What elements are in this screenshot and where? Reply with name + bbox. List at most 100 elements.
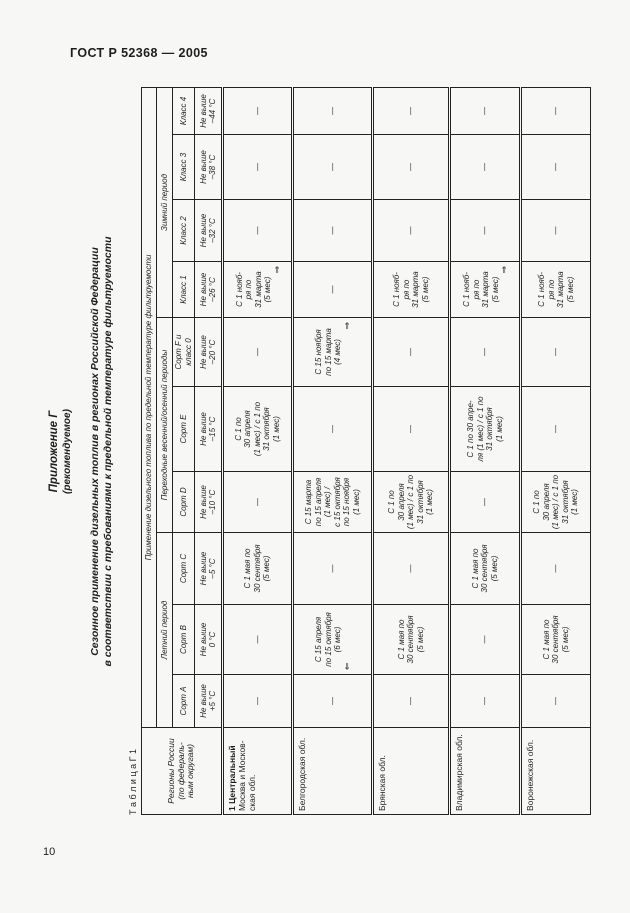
region-row: Воронежская обл. — С 1 мая по 30 сентября (5…: [520, 87, 591, 815]
cell-text: —: [328, 137, 338, 197]
text-line: 31 марта: [481, 271, 490, 308]
table-cell: —: [292, 674, 373, 728]
cell-text: —: [551, 320, 561, 384]
text-line: —: [327, 564, 337, 573]
cell-text: —: [253, 202, 263, 259]
table-cell: С 1 мая по 30 сентября (5 мес): [520, 604, 591, 675]
sort-header: Сорт F и класс 0: [172, 317, 195, 387]
text-line: (5 мес): [565, 276, 575, 303]
table-cell: —: [292, 199, 373, 262]
table-cell: С 1 по 30 апре-ля (1 мес) / с 1 по 31 окт…: [449, 386, 521, 472]
cell-text: —: [480, 320, 490, 384]
cell-text: —: [551, 202, 561, 259]
text-line: —: [327, 697, 337, 705]
table-cell: —: [449, 471, 521, 533]
text-line: С 15 апреля: [314, 616, 324, 663]
text-line: —: [406, 106, 416, 115]
table-cell: —: [292, 386, 373, 472]
sort-header: Сорт В: [172, 604, 195, 675]
text-line: —: [406, 348, 416, 356]
cell-text: —: [480, 607, 490, 672]
region-label-cell: Воронежская обл.: [520, 727, 591, 815]
cell-text: —: [328, 677, 338, 725]
text-line: ным округам): [185, 743, 196, 799]
cell-text: —: [406, 320, 416, 384]
text-line: —: [406, 564, 416, 573]
table-cell: —: [520, 532, 591, 605]
region-row: Белгородская обл. — С 15 апреля по 15 октяб…: [292, 87, 373, 815]
text-line: 0 °С: [208, 631, 217, 648]
text-line: (4 мес): [333, 339, 343, 365]
text-line: 30 сентября: [406, 615, 416, 664]
table-cell: —: [520, 317, 591, 387]
text-line: ря по: [471, 279, 481, 300]
text-line: –32 °С: [208, 218, 217, 243]
table-cell: С 1 по 30 апреля (1 мес) / с 1 по 31 октябр…: [372, 471, 450, 533]
text-line: —: [327, 106, 337, 115]
cell-text: С 1 по 30 апреля (1 мес) / с 1 по 31 октябр…: [387, 474, 435, 530]
table-cell: —: [222, 604, 293, 675]
table-cell: —: [449, 87, 521, 135]
text-line: (5 мес): [489, 555, 499, 582]
cell-text: —: [406, 389, 416, 469]
text-line: С 1 по: [387, 490, 397, 514]
text-line: —: [551, 106, 561, 115]
text-line: —: [480, 106, 490, 115]
text-line: по 15 ноября: [342, 477, 351, 527]
temp-limit-header: Не выше –38 °С: [194, 134, 223, 200]
text-line: С 1 нояб-: [462, 272, 471, 307]
text-line: (1 мес) / с 1 по: [252, 401, 262, 457]
text-line: Не выше: [198, 335, 208, 369]
text-line: (1 мес) /: [323, 486, 332, 518]
table-cell: С 1 нояб-ря по 31 марта (5 мес): [372, 261, 450, 318]
table-cell: —: [520, 674, 591, 728]
text-line: –44 °С: [208, 98, 217, 124]
table-cell: С 1 нояб-ря по 31 марта (5 мес) ⇒: [449, 261, 521, 318]
text-line: 30 апреля: [243, 410, 253, 448]
table-cell: С 1 нояб-ря по 31 марта (5 мес) ⇒: [222, 261, 293, 318]
cell-text: С 1 мая по 30 сентября (5 мес): [243, 535, 272, 602]
cell-text: С 1 по 30 апреля (1 мес) / с 1 по 31 октябр…: [532, 474, 580, 530]
corner-header: Регионы России (по федераль-ным округам): [141, 727, 223, 815]
cell-text: —: [253, 320, 263, 384]
text-line: С 15 марта: [304, 479, 313, 525]
text-line: (1 мес): [271, 416, 281, 442]
region-row: Владимирская обл. — — С 1 мая по 30 сентября…: [449, 87, 521, 815]
text-line: Класс 1: [178, 275, 188, 304]
text-line: ля (1 мес) / с 1 по: [475, 396, 485, 462]
text-line: —: [252, 348, 262, 356]
temp-limit-header: Не выше +5 °С: [194, 674, 223, 728]
table-cell: —: [520, 386, 591, 472]
text-line: (1 мес): [570, 489, 580, 515]
text-line: —: [252, 498, 262, 506]
header-row-limits: Не выше +5 °С Не выше 0 °С Не выше –5 °С Не вы…: [194, 87, 223, 814]
cell-text: —: [328, 389, 338, 469]
text-line: —: [406, 163, 416, 171]
region-label-cell: 1 Центральный Москва и Москов-ская обл.: [222, 727, 293, 815]
table-cell: —: [222, 674, 293, 728]
cell-text: —: [328, 264, 338, 315]
temp-limit-header: Не выше –5 °С: [194, 532, 223, 605]
region-label-line: ская обл.: [247, 774, 257, 811]
text-line: 31 марта: [556, 271, 565, 308]
text-line: Не выше: [198, 622, 208, 657]
table-cell: —: [222, 87, 293, 135]
cell-text: —: [253, 90, 263, 132]
text-line: Не выше: [198, 213, 208, 248]
cell-text: —: [551, 535, 561, 602]
temp-limit-header: Не выше –26 °С: [194, 261, 223, 318]
text-line: —: [406, 226, 416, 235]
text-line: 31 октября: [560, 480, 570, 524]
text-line: С 1 мая по: [541, 619, 551, 660]
text-line: —: [406, 425, 416, 433]
cell-text: —: [328, 90, 338, 132]
cell-text: С 15 ноября по 15 марта (4 мес): [314, 320, 343, 384]
text-line: С 1 по: [233, 417, 243, 441]
text-line: —: [551, 697, 561, 705]
text-line: +5 °С: [208, 690, 217, 712]
temp-limit-header: Не выше 0 °С: [194, 604, 223, 675]
text-line: с 15 октября: [332, 477, 342, 527]
cell-text: С 1 нояб-ря по 31 марта (5 мес): [462, 264, 500, 315]
text-line: ря по: [244, 279, 253, 300]
text-line: 31 марта: [253, 271, 263, 308]
